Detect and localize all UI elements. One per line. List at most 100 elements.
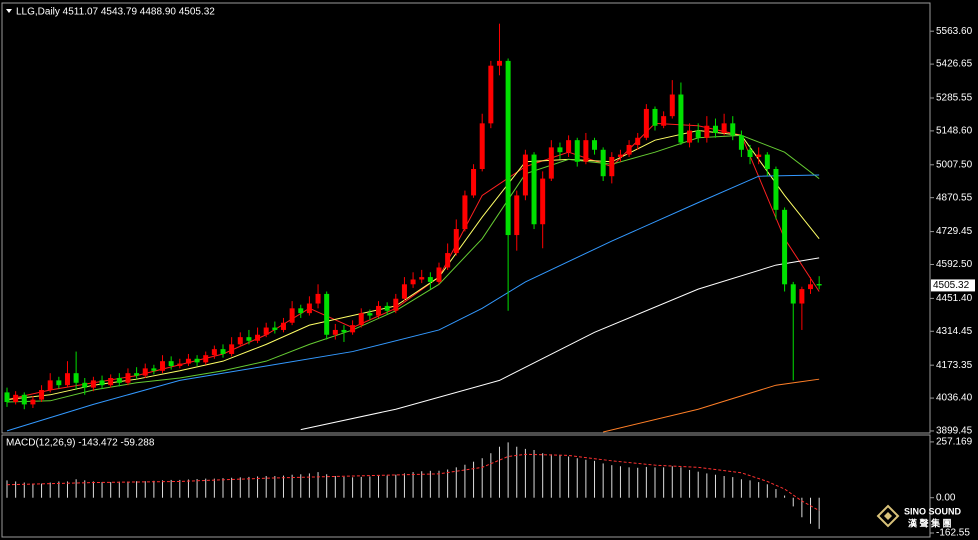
candle-body <box>263 327 269 335</box>
candle-body <box>712 125 718 133</box>
candle-body <box>194 358 200 363</box>
candle-body <box>220 349 226 354</box>
candle-body <box>635 137 641 145</box>
candle-body <box>592 140 598 150</box>
candle-body <box>436 267 442 282</box>
candle-body <box>358 313 364 326</box>
candle-body <box>790 284 796 304</box>
brand-chinese: 漢 聲 集 團 <box>908 517 952 528</box>
candle-body <box>479 123 485 169</box>
candle-body <box>393 298 399 311</box>
candle-body <box>687 130 693 143</box>
candle-body <box>64 373 70 386</box>
candle-body <box>427 277 433 282</box>
candle-body <box>56 380 62 386</box>
candle-body <box>289 308 295 323</box>
candle-body <box>643 108 649 138</box>
candle-body <box>453 229 459 254</box>
price-frame <box>1 2 931 434</box>
y-tick-label: 4314.45 <box>936 326 973 337</box>
candle-body <box>13 394 19 403</box>
y-tick-label: -162.55 <box>936 528 970 539</box>
brand: SINO SOUND <box>904 506 962 516</box>
candle-body <box>306 303 312 314</box>
candle-body <box>272 327 278 330</box>
candle-body <box>488 65 494 124</box>
candle-body <box>764 154 770 169</box>
candle-body <box>116 377 122 383</box>
watermark: SINO SOUND 漢 聲 集 團 <box>876 504 962 528</box>
candle-body <box>4 392 10 403</box>
candle-body <box>557 147 563 153</box>
candle-body <box>661 116 667 126</box>
candle-body <box>324 293 330 335</box>
candle-body <box>445 253 451 268</box>
candle-body <box>626 144 632 155</box>
y-tick-label: 4729.45 <box>936 226 973 237</box>
candle-body <box>462 195 468 230</box>
line <box>6 174 820 432</box>
y-tick-label: 4451.40 <box>936 293 973 304</box>
candle-body <box>730 123 736 136</box>
candle-body <box>471 168 477 196</box>
candle-body <box>73 373 79 383</box>
candle-body <box>203 355 209 363</box>
candle-body <box>721 123 727 133</box>
macd-plot <box>6 442 820 529</box>
candle-body <box>99 380 105 386</box>
candle-body <box>583 140 589 162</box>
candle-body <box>168 361 174 366</box>
y-tick-label: 257.169 <box>936 437 973 448</box>
candle-body <box>695 130 701 138</box>
candle-body <box>82 382 88 388</box>
y-tick-label: 4592.50 <box>936 259 973 270</box>
axes: 5563.60 5426.65 5285.55 5148.60 5007.50 4870.… <box>930 26 975 539</box>
candle-body <box>747 149 753 157</box>
candle-body <box>134 373 140 376</box>
candle-body <box>39 390 45 400</box>
logo <box>876 504 900 528</box>
candle-body <box>237 337 243 345</box>
candle-body <box>341 329 347 333</box>
y-tick-label: 5007.50 <box>936 159 973 170</box>
candle-body <box>367 313 373 316</box>
candle-body <box>505 60 511 236</box>
candle-body <box>384 305 390 311</box>
candle-body <box>315 293 321 304</box>
candle-body <box>376 305 382 316</box>
candle-body <box>255 334 261 341</box>
y-tick-label: 4036.40 <box>936 393 973 404</box>
candle-body <box>522 154 528 196</box>
candle-body <box>678 94 684 143</box>
chart-title: LLG,Daily 4511.07 4543.79 4488.90 4505.3… <box>16 7 215 18</box>
candle-body <box>738 135 744 150</box>
candle-body <box>185 358 191 364</box>
candle-body <box>756 154 762 157</box>
menu-triangle <box>6 9 12 13</box>
candle-body <box>669 94 675 117</box>
macd-title: MACD(12,26,9) -143.472 -59.288 <box>6 438 155 449</box>
candle-body <box>177 363 183 366</box>
y-tick-label: 5148.60 <box>936 126 973 137</box>
candle-body <box>211 349 217 356</box>
y-tick-label: 3899.45 <box>936 426 973 437</box>
candle-body <box>108 377 114 386</box>
candle-body <box>401 284 407 299</box>
y-tick-label: 5426.65 <box>936 59 973 70</box>
candle-body <box>808 284 814 290</box>
candle-body <box>782 209 788 285</box>
last-price-label: 4505.32 <box>933 280 970 291</box>
candle-body <box>531 154 537 225</box>
candle-body <box>350 325 356 333</box>
candle-body <box>617 154 623 157</box>
candle-body <box>496 60 502 66</box>
candle-body <box>246 337 252 341</box>
candle-body <box>332 329 338 335</box>
candle-body <box>816 284 822 286</box>
candle-body <box>704 125 710 138</box>
candle-body <box>773 168 779 210</box>
candle-body <box>574 140 580 162</box>
candle-body <box>652 108 658 126</box>
logo-core <box>884 512 892 520</box>
